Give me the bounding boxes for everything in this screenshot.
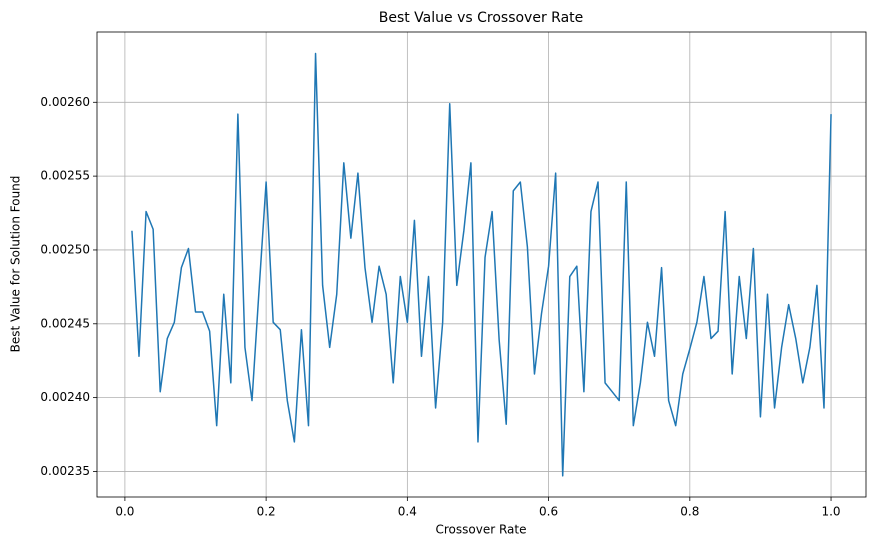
x-tick-label: 0.6 <box>539 505 558 519</box>
y-tick-label: 0.00255 <box>40 169 90 183</box>
x-tick-label: 0.0 <box>115 505 134 519</box>
x-tick-label: 0.4 <box>398 505 417 519</box>
data-line <box>131 52 832 477</box>
y-tick-label: 0.00250 <box>40 242 90 256</box>
y-tick-label: 0.00245 <box>40 316 90 330</box>
x-axis-label: Crossover Rate <box>436 523 527 537</box>
x-tick-label: 1.0 <box>821 505 840 519</box>
chart-title: Best Value vs Crossover Rate <box>379 10 584 26</box>
y-tick-label: 0.00240 <box>40 390 90 404</box>
plot-frame <box>96 31 867 498</box>
y-tick-label: 0.00260 <box>40 95 90 109</box>
x-tick-label: 0.2 <box>257 505 276 519</box>
y-tick-label: 0.00235 <box>40 464 90 478</box>
y-axis-label: Best Value for Solution Found <box>9 176 23 353</box>
x-tick-label: 0.8 <box>680 505 699 519</box>
